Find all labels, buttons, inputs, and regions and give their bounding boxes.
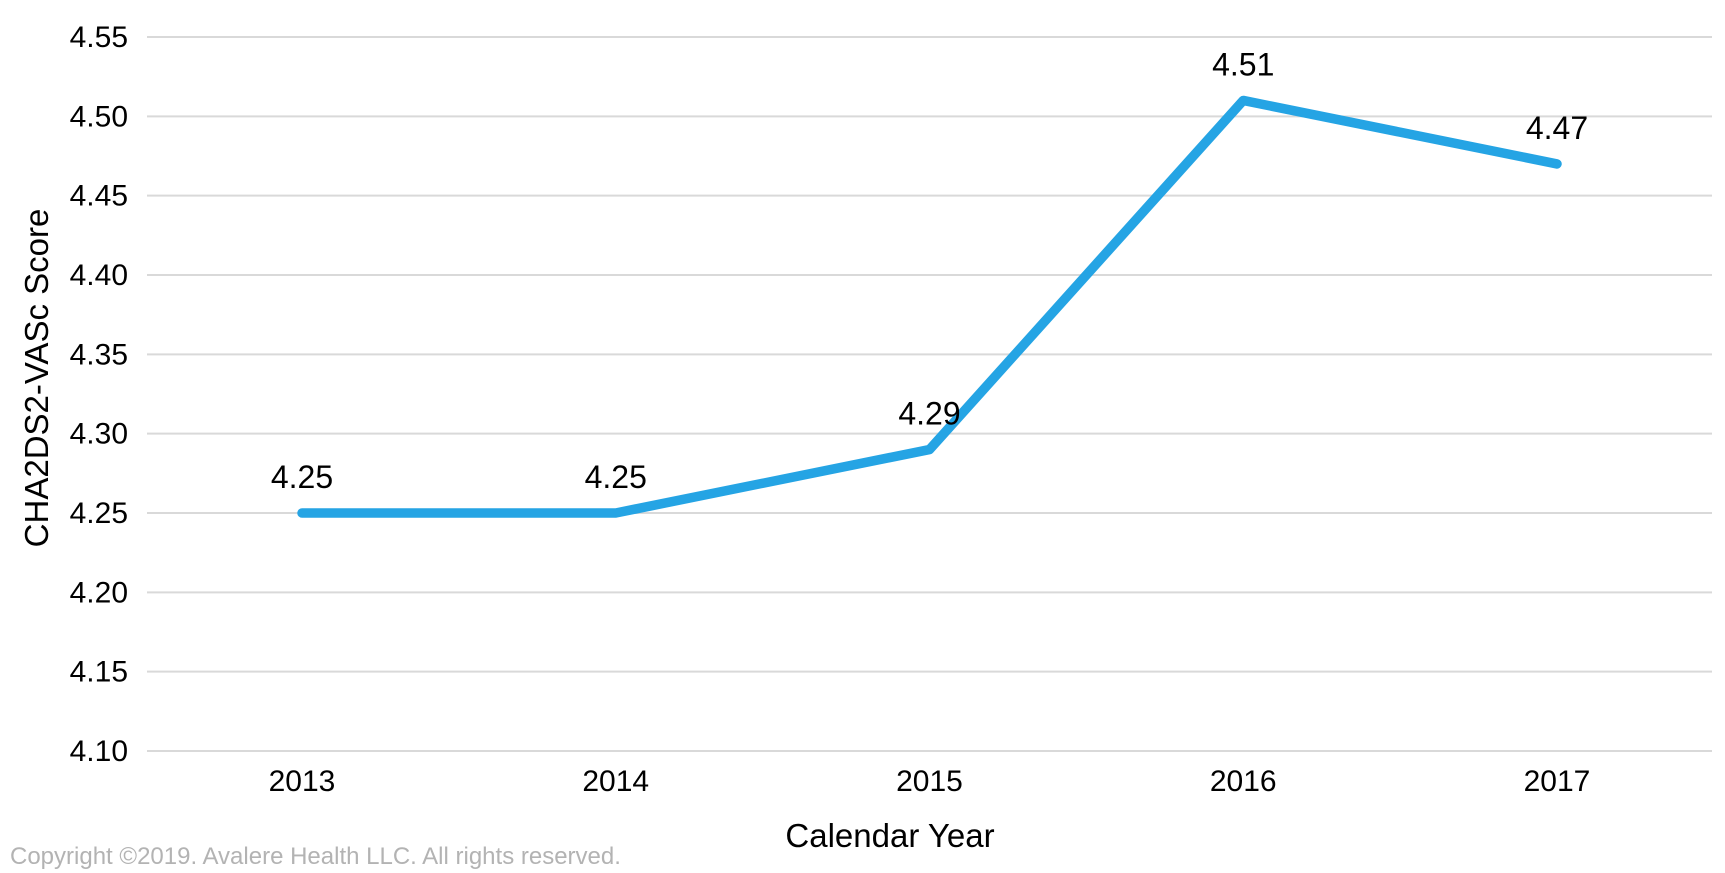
data-point-label: 4.51 [1212,46,1274,82]
y-tick-label: 4.15 [70,656,128,689]
data-point-label: 4.25 [585,459,647,495]
y-tick-label: 4.20 [70,576,128,609]
copyright-text: Copyright ©2019. Avalere Health LLC. All… [10,843,621,870]
data-point-label: 4.29 [898,396,960,432]
x-tick-label: 2017 [1524,765,1591,798]
x-axis-title: Calendar Year [785,817,995,854]
y-tick-label: 4.30 [70,418,128,451]
data-point-label: 4.25 [271,459,333,495]
x-tick-label: 2014 [582,765,649,798]
y-tick-label: 4.35 [70,338,128,371]
y-tick-label: 4.40 [70,259,128,292]
x-tick-label: 2015 [896,765,963,798]
y-tick-label: 4.10 [70,735,128,768]
data-line [297,95,1562,518]
y-tick-label: 4.25 [70,497,128,530]
y-tick-label: 4.55 [70,21,128,54]
y-tick-label: 4.45 [70,180,128,213]
x-tick-label: 2013 [269,765,336,798]
y-axis-title: CHA2DS2-VASc Score [18,208,55,548]
y-tick-label: 4.50 [70,100,128,133]
x-tick-label: 2016 [1210,765,1277,798]
data-point-label: 4.47 [1526,110,1588,146]
